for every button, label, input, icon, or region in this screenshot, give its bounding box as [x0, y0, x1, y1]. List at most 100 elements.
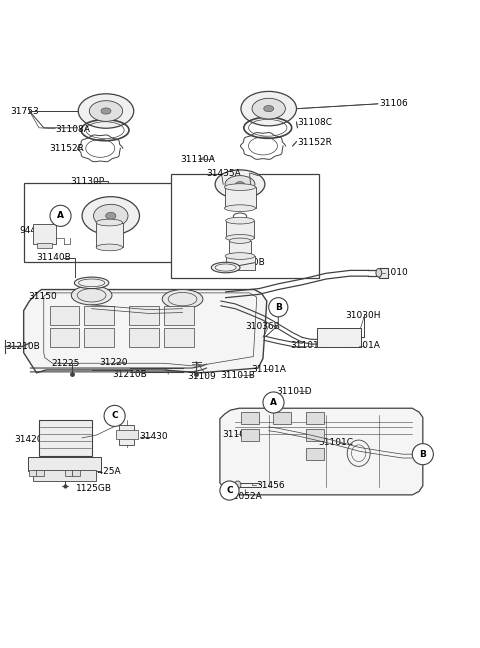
Text: A: A [57, 211, 64, 220]
Bar [84, 328, 114, 347]
Ellipse shape [376, 268, 382, 277]
Polygon shape [24, 290, 267, 373]
Ellipse shape [229, 238, 251, 244]
Circle shape [104, 406, 125, 426]
Bar [28, 457, 101, 471]
Bar [49, 306, 79, 325]
Text: B: B [275, 303, 282, 312]
Ellipse shape [413, 446, 421, 456]
Text: 31140B: 31140B [36, 253, 72, 262]
Bar [65, 470, 72, 476]
Text: 31152R: 31152R [49, 145, 84, 154]
Ellipse shape [162, 290, 203, 308]
Ellipse shape [226, 217, 254, 224]
Bar [116, 430, 138, 439]
Bar [72, 470, 80, 476]
Ellipse shape [94, 204, 128, 227]
Bar [273, 411, 291, 424]
Ellipse shape [264, 106, 274, 111]
Bar [29, 470, 37, 476]
Bar [84, 306, 114, 325]
Bar [226, 256, 255, 270]
Text: 31420C: 31420C [14, 435, 49, 445]
Bar [164, 306, 194, 325]
Text: 31456: 31456 [256, 481, 285, 490]
Ellipse shape [82, 197, 140, 235]
Text: 21225: 21225 [51, 359, 79, 368]
Text: 94430F: 94430F [20, 226, 53, 235]
Text: 31101D: 31101D [290, 341, 326, 350]
Ellipse shape [234, 481, 241, 489]
Circle shape [263, 392, 284, 413]
Bar [306, 429, 324, 441]
Text: 31101D: 31101D [222, 430, 257, 439]
Ellipse shape [72, 286, 112, 305]
Bar [39, 420, 92, 456]
Ellipse shape [89, 100, 123, 121]
Bar [33, 224, 56, 244]
Ellipse shape [78, 94, 134, 128]
Text: 31753: 31753 [10, 106, 39, 115]
Bar [36, 470, 44, 476]
Ellipse shape [225, 253, 255, 259]
Text: 31030H: 31030H [345, 311, 381, 320]
Bar [241, 429, 259, 441]
Polygon shape [220, 408, 423, 495]
Text: 31130P: 31130P [70, 177, 104, 186]
Text: 31101C: 31101C [319, 438, 353, 447]
Text: 31140B: 31140B [230, 259, 265, 267]
Bar [317, 328, 360, 347]
Text: 31220: 31220 [99, 358, 127, 367]
Bar [129, 328, 158, 347]
Ellipse shape [96, 244, 122, 251]
Text: A: A [270, 398, 277, 407]
Ellipse shape [252, 98, 286, 119]
Bar [36, 242, 52, 248]
Ellipse shape [236, 181, 244, 187]
Bar [33, 470, 96, 481]
Ellipse shape [215, 170, 265, 198]
Bar [120, 424, 134, 445]
Bar [164, 328, 194, 347]
Bar [225, 187, 256, 208]
Text: 31101B: 31101B [220, 371, 255, 380]
Text: 31430: 31430 [140, 432, 168, 441]
Text: 31109: 31109 [187, 372, 216, 381]
Bar [306, 448, 324, 460]
Text: C: C [111, 411, 118, 421]
Text: 31150: 31150 [28, 292, 57, 301]
Text: 31101A: 31101A [345, 341, 380, 350]
Text: B: B [420, 450, 426, 459]
Bar [24, 183, 181, 262]
Bar [379, 268, 388, 278]
Text: 31108C: 31108C [298, 118, 333, 127]
Text: 31425A: 31425A [86, 467, 120, 476]
Text: 31010: 31010 [379, 268, 408, 277]
Text: 31106: 31106 [379, 99, 408, 108]
Ellipse shape [211, 262, 240, 273]
Circle shape [269, 297, 288, 317]
Circle shape [220, 481, 239, 500]
Text: 31210B: 31210B [5, 342, 40, 351]
Ellipse shape [101, 108, 111, 114]
Ellipse shape [74, 277, 109, 288]
Text: 31435A: 31435A [206, 169, 241, 178]
Ellipse shape [225, 205, 255, 211]
Bar [229, 240, 251, 253]
Ellipse shape [225, 184, 255, 191]
Ellipse shape [241, 91, 297, 126]
Bar [96, 222, 123, 248]
Text: C: C [226, 486, 233, 495]
Text: 31036B: 31036B [245, 322, 280, 331]
Circle shape [50, 205, 71, 226]
Text: 31210B: 31210B [112, 370, 147, 378]
Bar [170, 174, 319, 278]
Text: 31101A: 31101A [251, 365, 286, 374]
Text: 31108A: 31108A [56, 124, 91, 133]
Ellipse shape [106, 213, 116, 219]
Text: 31052A: 31052A [228, 492, 262, 501]
Ellipse shape [226, 235, 254, 241]
Ellipse shape [225, 176, 255, 193]
Circle shape [412, 444, 433, 465]
Bar [306, 411, 324, 424]
